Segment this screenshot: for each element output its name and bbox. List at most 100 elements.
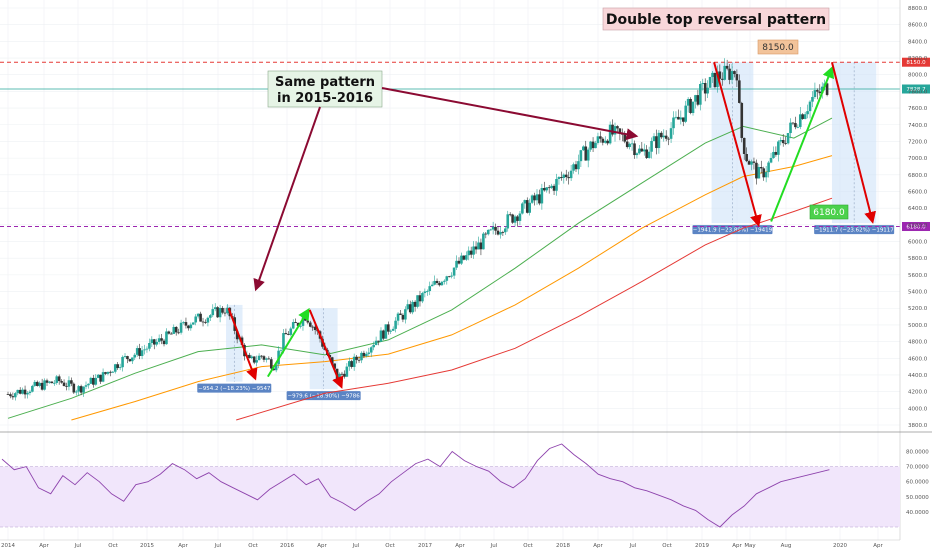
- y-tick-label: 4000.0: [908, 406, 928, 412]
- candle-body: [798, 114, 802, 127]
- pattern-box-label-1: −979.6 (−18.90%) −9786: [287, 394, 360, 400]
- candle-body: [109, 371, 112, 373]
- rsi-y-tick-label: 50.0000: [906, 495, 929, 501]
- candle-body: [733, 71, 736, 75]
- candle-body: [618, 128, 622, 134]
- pattern-box-label-3: −1911.7 (−23.62%) −19117: [814, 228, 894, 234]
- candle-body: [557, 177, 561, 179]
- candle-body: [199, 313, 202, 322]
- candle-body: [394, 320, 397, 329]
- same-pattern-line2: in 2015-2016: [277, 91, 373, 106]
- candle-body: [499, 232, 502, 235]
- candle-body: [467, 250, 471, 256]
- candle-body: [257, 355, 261, 361]
- candle-body: [657, 132, 661, 149]
- candle-body: [572, 164, 575, 171]
- candle-body: [74, 391, 78, 393]
- candle-body: [801, 114, 805, 119]
- candle-body: [740, 102, 744, 138]
- candle-body: [413, 301, 417, 307]
- x-tick-label: 2017: [418, 543, 432, 549]
- candle-body: [816, 90, 819, 92]
- candle-body: [11, 396, 15, 398]
- candle-body: [506, 214, 510, 229]
- annotations: Double top reversal pattern Same patterni…: [253, 7, 849, 292]
- candle-body: [311, 326, 315, 328]
- candle-body: [433, 280, 436, 285]
- candle-body: [92, 377, 95, 385]
- candle-body: [477, 242, 480, 250]
- y-tick-label: 4600.0: [908, 356, 928, 362]
- candle-body: [148, 343, 151, 349]
- x-tick-label: Aug: [781, 543, 792, 549]
- candle-body: [494, 226, 497, 231]
- candle-body: [694, 95, 697, 102]
- x-tick-label: Oct: [523, 543, 533, 549]
- moving-average-0: [7, 117, 833, 419]
- candle-body: [818, 91, 822, 94]
- candle-body: [569, 170, 573, 179]
- candle-body: [62, 382, 66, 386]
- levels: 8150.0 6180.0 7828.7: [0, 57, 930, 232]
- pointer-arrow-down: [253, 106, 321, 292]
- candle-body: [538, 194, 541, 204]
- candle-body: [9, 394, 12, 397]
- candle-body: [226, 307, 229, 314]
- pattern-box-label-2: −1941.9 (−23.89%) −19419: [693, 228, 773, 234]
- candle-body: [457, 260, 461, 264]
- target-label: 6180.0: [813, 208, 845, 218]
- candle-body: [165, 331, 168, 345]
- candle-body: [191, 322, 195, 325]
- candle-body: [784, 143, 787, 144]
- candle-body: [196, 313, 200, 317]
- candle-body: [599, 136, 602, 139]
- rsi-y-tick-label: 40.0000: [906, 510, 929, 516]
- y-tick-label: 6200.0: [908, 223, 928, 229]
- candle-body: [369, 347, 373, 353]
- target-label-bg: [809, 204, 849, 220]
- x-tick-label: Apr: [732, 543, 742, 549]
- candle-body: [272, 368, 276, 371]
- candle-body: [135, 348, 139, 355]
- candle-body: [38, 382, 41, 386]
- candle-body: [194, 316, 198, 323]
- y-tick-label: 6400.0: [908, 206, 928, 212]
- candle-body: [642, 149, 646, 152]
- pattern-arrow-0: [227, 307, 258, 381]
- candle-body: [696, 95, 700, 105]
- candle-body: [555, 178, 558, 191]
- candle-body: [65, 385, 68, 387]
- level-tag-0: 8150.0: [906, 60, 926, 66]
- pattern-arrows: [227, 61, 876, 389]
- candle-body: [72, 383, 76, 393]
- candle-body: [333, 363, 336, 369]
- candle-body: [528, 202, 531, 213]
- candle-body: [182, 322, 185, 323]
- candle-body: [155, 341, 159, 345]
- x-tick-label: Apr: [178, 543, 188, 549]
- candle-body: [504, 228, 507, 233]
- candle-body: [421, 293, 424, 302]
- title-annotation: Double top reversal pattern: [606, 12, 826, 28]
- candle-body: [535, 194, 539, 201]
- candle-body: [260, 355, 263, 357]
- pattern-arrow-3: [713, 61, 762, 228]
- moving-average-1: [71, 155, 833, 421]
- candle-body: [638, 148, 641, 154]
- x-tick-label: Oct: [385, 543, 395, 549]
- y-tick-label: 4800.0: [908, 340, 928, 346]
- candle-body: [204, 322, 207, 323]
- candle-body: [623, 134, 627, 142]
- x-tick-label: Oct: [248, 543, 258, 549]
- candle-body: [221, 307, 224, 313]
- candle-body: [106, 371, 110, 374]
- x-tick-label: Oct: [662, 543, 672, 549]
- x-axis: 2014 Apr Jul Oct 2015 Apr Jul Oct 2016 Apr Jul Oct 2…: [0, 539, 900, 549]
- y-tick-label: 8000.0: [908, 73, 928, 79]
- candle-body: [718, 71, 722, 79]
- y-tick-label: 5800.0: [908, 256, 928, 262]
- x-tick-label: 2014: [1, 543, 15, 549]
- candle-body: [813, 90, 817, 97]
- candle-body: [796, 126, 800, 128]
